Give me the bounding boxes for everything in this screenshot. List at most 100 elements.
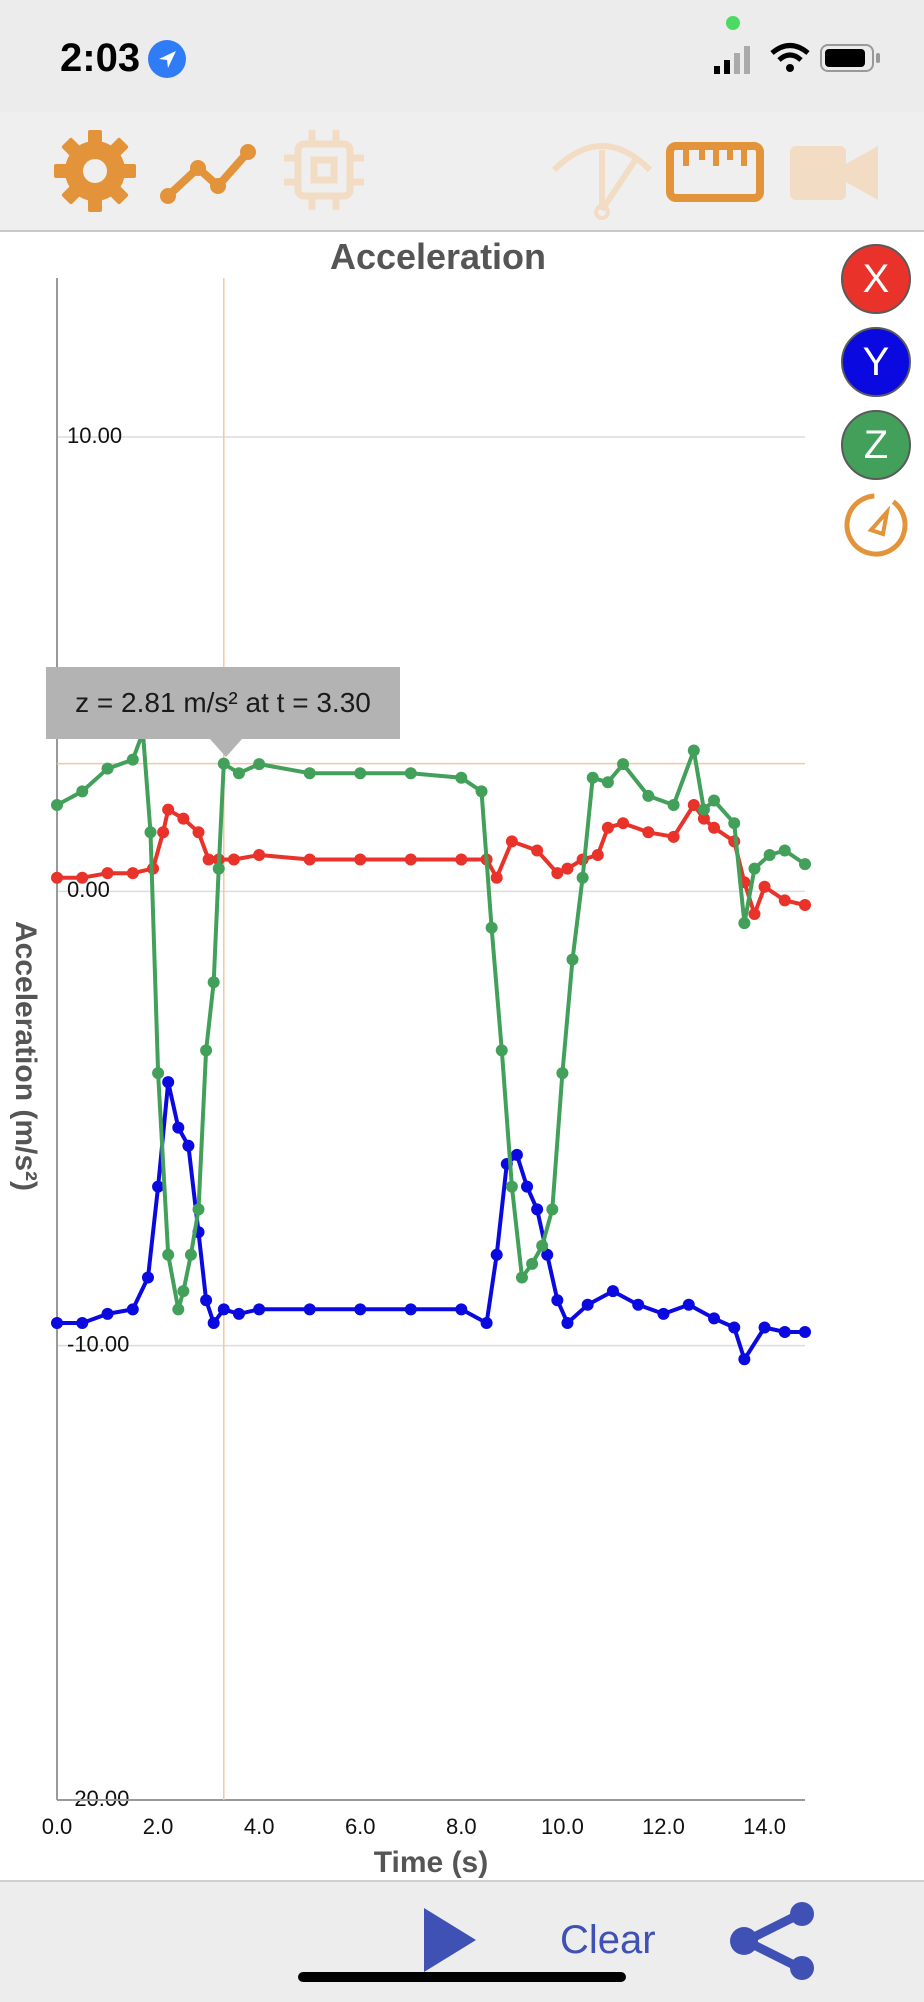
data-point-y	[500, 1157, 513, 1170]
chart-title: Acceleration	[329, 236, 547, 277]
chip-icon[interactable]	[282, 128, 366, 212]
data-point-y	[455, 1303, 468, 1316]
data-point-z	[728, 817, 741, 830]
y-tick-label: 0.00	[67, 877, 110, 902]
data-point-y	[354, 1303, 367, 1316]
data-point-x	[697, 812, 710, 825]
data-point-x	[192, 826, 205, 839]
gear-icon[interactable]	[50, 126, 140, 216]
data-point-y	[253, 1303, 266, 1316]
data-point-z	[177, 1285, 190, 1298]
data-point-z	[601, 776, 614, 789]
data-point-y	[799, 1326, 811, 1339]
data-point-x	[212, 853, 225, 866]
x-series-toggle[interactable]: X	[841, 244, 911, 314]
data-point-y	[182, 1139, 195, 1152]
data-point-z	[738, 917, 751, 930]
data-point-x	[576, 853, 589, 866]
data-point-z	[184, 1248, 197, 1261]
data-point-z	[485, 921, 498, 934]
data-point-z	[152, 1067, 165, 1080]
data-point-z	[172, 1303, 185, 1316]
data-point-y	[531, 1203, 544, 1216]
data-point-z	[586, 771, 599, 784]
data-point-y	[561, 1316, 574, 1329]
data-point-x	[738, 876, 751, 889]
data-point-z	[748, 862, 761, 875]
data-point-y	[510, 1148, 523, 1161]
data-point-x	[748, 908, 761, 921]
data-point-z	[253, 758, 266, 771]
data-point-x	[455, 853, 468, 866]
data-point-x	[778, 894, 791, 907]
data-point-x	[728, 835, 741, 848]
series-line-y	[57, 1080, 805, 1362]
play-icon[interactable]	[424, 1908, 476, 1972]
data-point-z	[475, 785, 488, 798]
ruler-icon[interactable]	[666, 142, 764, 202]
data-point-y	[232, 1307, 245, 1320]
data-point-y	[126, 1303, 139, 1316]
y-tick-label: -20.00	[67, 1786, 129, 1811]
data-point-y	[404, 1303, 417, 1316]
data-point-z	[546, 1203, 559, 1216]
data-point-x	[799, 898, 811, 911]
data-point-y	[141, 1271, 154, 1284]
y-series-toggle[interactable]: Y	[841, 327, 911, 397]
data-point-z	[515, 1271, 528, 1284]
x-tick-label: 12.0	[642, 1814, 685, 1839]
data-point-x	[591, 848, 604, 861]
data-point-z	[144, 826, 157, 839]
data-point-y	[778, 1326, 791, 1339]
data-point-z	[354, 767, 367, 780]
data-point-z	[799, 858, 811, 871]
data-point-y	[682, 1298, 695, 1311]
video-icon[interactable]	[790, 142, 880, 204]
share-icon[interactable]	[728, 1902, 818, 1980]
data-point-y	[101, 1307, 114, 1320]
data-point-x	[551, 867, 564, 880]
data-point-x	[687, 799, 700, 812]
data-point-z	[617, 758, 630, 771]
data-point-x	[642, 826, 655, 839]
data-point-y	[51, 1316, 63, 1329]
data-point-z	[192, 1203, 205, 1216]
data-point-x	[177, 812, 190, 825]
data-point-z	[217, 757, 230, 770]
data-point-x	[404, 853, 417, 866]
data-point-z	[51, 799, 63, 812]
data-point-y	[541, 1248, 554, 1261]
data-point-z	[697, 803, 710, 816]
data-point-z	[536, 1239, 549, 1252]
data-point-z	[778, 844, 791, 857]
data-point-x	[147, 862, 160, 875]
data-point-y	[606, 1285, 619, 1298]
data-point-y	[632, 1298, 645, 1311]
data-point-z	[76, 785, 89, 798]
data-point-z	[556, 1067, 569, 1080]
z-series-toggle[interactable]: Z	[841, 410, 911, 480]
data-point-z	[126, 753, 139, 766]
data-point-y	[708, 1312, 721, 1325]
data-point-x	[708, 821, 721, 834]
data-point-z	[495, 1044, 508, 1057]
data-point-x	[561, 862, 574, 875]
compass-icon[interactable]	[843, 492, 909, 558]
camera-indicator-dot	[726, 16, 740, 30]
data-point-x	[531, 844, 544, 857]
data-point-x	[76, 871, 89, 884]
data-point-y	[657, 1307, 670, 1320]
data-point-x	[601, 821, 614, 834]
clear-button[interactable]: Clear	[560, 1918, 656, 1962]
tooltip-pointer	[210, 739, 242, 757]
location-icon	[148, 40, 186, 78]
series-line-z	[56, 730, 807, 1312]
data-point-y	[521, 1180, 534, 1193]
data-point-x	[227, 853, 240, 866]
data-point-y	[490, 1248, 503, 1261]
y-axis-label: Acceleration (m/s²)	[9, 921, 42, 1191]
x-tick-label: 2.0	[143, 1814, 174, 1839]
gauge-icon[interactable]	[548, 128, 656, 220]
graph-icon[interactable]	[158, 138, 258, 208]
data-point-y	[152, 1180, 165, 1193]
